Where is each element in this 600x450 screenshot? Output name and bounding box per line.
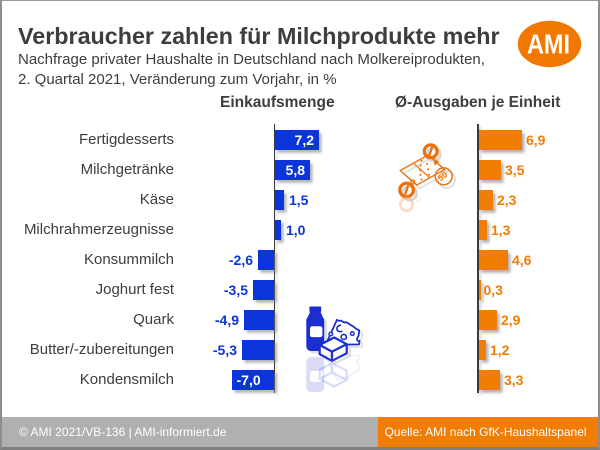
- svg-text:AMI: AMI: [527, 30, 570, 60]
